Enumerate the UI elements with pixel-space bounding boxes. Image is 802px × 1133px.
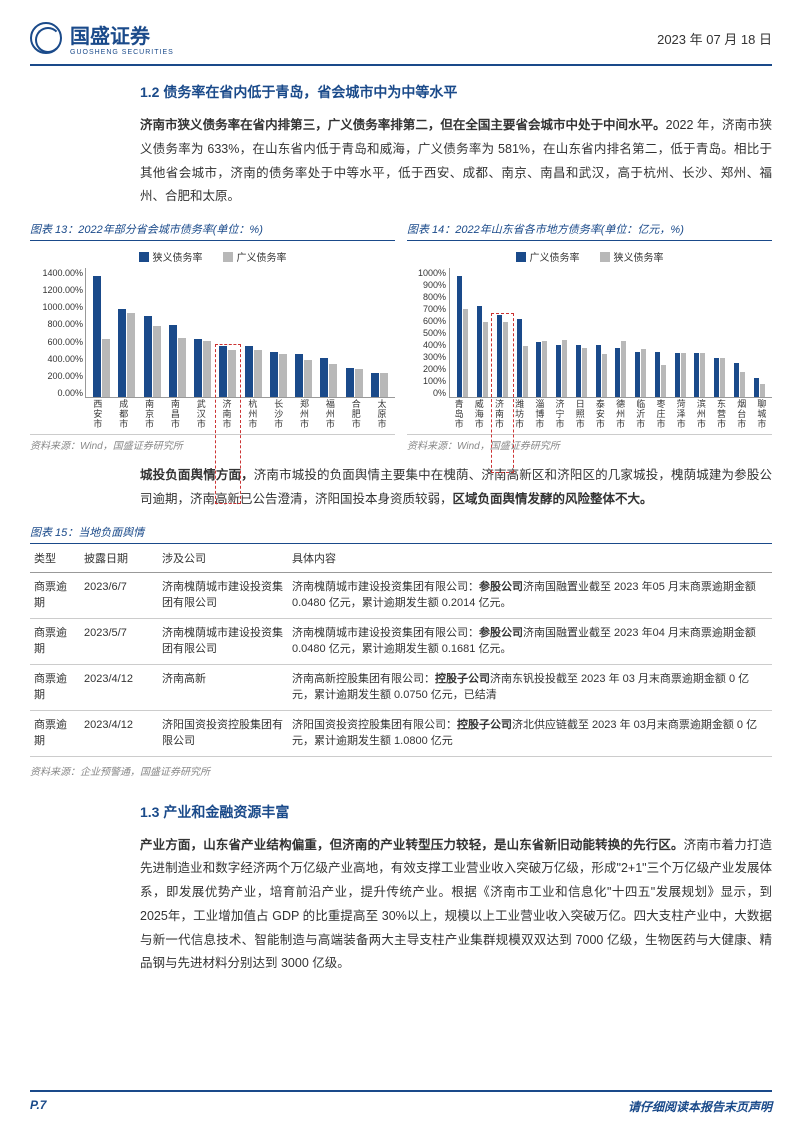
section-1-2-title: 1.2 债务率在省内低于青岛，省会城市中为中等水平	[140, 82, 772, 102]
para13-rest: 济南市着力打造先进制造业和数字经济两个万亿级产业高地，有效支撑工业营业收入突破万…	[140, 838, 772, 971]
logo-area: 国盛证券 GUOSHENG SECURITIES	[30, 20, 174, 56]
chart-14-bars: 1000%900%800%700%600%500%400%300%200%100…	[449, 268, 772, 398]
chart-14-caption: 图表 14：2022年山东省各市地方债务率(单位：亿元，%)	[407, 221, 772, 241]
chart-13-yaxis: 1400.00%1200.00%1000.00%800.00%600.00%40…	[31, 268, 83, 398]
chart-14-source: 资料来源：Wind，国盛证券研究所	[407, 434, 772, 452]
page-footer: P.7 请仔细阅读本报告末页声明	[30, 1090, 772, 1115]
para-mid: 城投负面舆情方面，济南市城投的负面舆情主要集中在槐荫、济南高新区和济阳区的几家城…	[140, 464, 772, 512]
para13-lead: 产业方面，山东省产业结构偏重，但济南的产业转型压力较轻，是山东省新旧动能转换的先…	[140, 838, 684, 852]
legend-label: 狭义债务率	[614, 249, 664, 264]
page-header: 国盛证券 GUOSHENG SECURITIES 2023 年 07 月 18 …	[30, 20, 772, 66]
chart-14: 图表 14：2022年山东省各市地方债务率(单位：亿元，%) 广义债务率 狭义债…	[407, 221, 772, 452]
para-mid-tail: 区域负面舆情发酵的风险整体不大。	[453, 492, 653, 506]
report-date: 2023 年 07 月 18 日	[657, 29, 772, 48]
chart-13-bars: 1400.00%1200.00%1000.00%800.00%600.00%40…	[85, 268, 395, 398]
chart-13: 图表 13：2022年部分省会城市债务率(单位：%) 狭义债务率 广义债务率 1…	[30, 221, 395, 452]
table-15: 类型披露日期涉及公司具体内容 商票逾期2023/6/7济南槐荫城市建设投资集团有…	[30, 544, 772, 757]
chart-13-xaxis: 西安市成都市南京市南昌市武汉市济南市杭州市长沙市郑州市福州市合肥市太原市	[85, 400, 395, 430]
chart-13-source: 资料来源：Wind，国盛证券研究所	[30, 434, 395, 452]
chart-14-legend: 广义债务率 狭义债务率	[407, 249, 772, 264]
chart-13-legend: 狭义债务率 广义债务率	[30, 249, 395, 264]
legend-label: 狭义债务率	[153, 249, 203, 264]
footer-disclaimer: 请仔细阅读本报告末页声明	[628, 1098, 772, 1115]
chart-13-caption: 图表 13：2022年部分省会城市债务率(单位：%)	[30, 221, 395, 241]
section-1-2-para: 济南市狭义债务率在省内排第三，广义债务率排第二，但在全国主要省会城市中处于中间水…	[140, 114, 772, 209]
legend-label: 广义债务率	[237, 249, 287, 264]
company-sub: GUOSHENG SECURITIES	[70, 49, 174, 56]
section-1-3-title: 1.3 产业和金融资源丰富	[140, 802, 772, 822]
table-15-caption: 图表 15：当地负面舆情	[30, 524, 772, 544]
chart-14-xaxis: 青岛市威海市济南市潍坊市淄博市济宁市日照市泰安市德州市临沂市枣庄市菏泽市滨州市东…	[449, 400, 772, 430]
company-name: 国盛证券	[70, 20, 174, 49]
para-lead: 济南市狭义债务率在省内排第三，广义债务率排第二，但在全国主要省会城市中处于中间水…	[140, 118, 666, 132]
chart-14-yaxis: 1000%900%800%700%600%500%400%300%200%100…	[408, 268, 446, 398]
para-mid-lead: 城投负面舆情方面，	[140, 468, 254, 482]
table-15-source: 资料来源：企业预警通，国盛证券研究所	[30, 761, 772, 778]
legend-label: 广义债务率	[530, 249, 580, 264]
logo-icon	[30, 22, 62, 54]
section-1-3-para: 产业方面，山东省产业结构偏重，但济南的产业转型压力较轻，是山东省新旧动能转换的先…	[140, 834, 772, 977]
page-number: P.7	[30, 1098, 46, 1115]
charts-row: 图表 13：2022年部分省会城市债务率(单位：%) 狭义债务率 广义债务率 1…	[30, 221, 772, 452]
